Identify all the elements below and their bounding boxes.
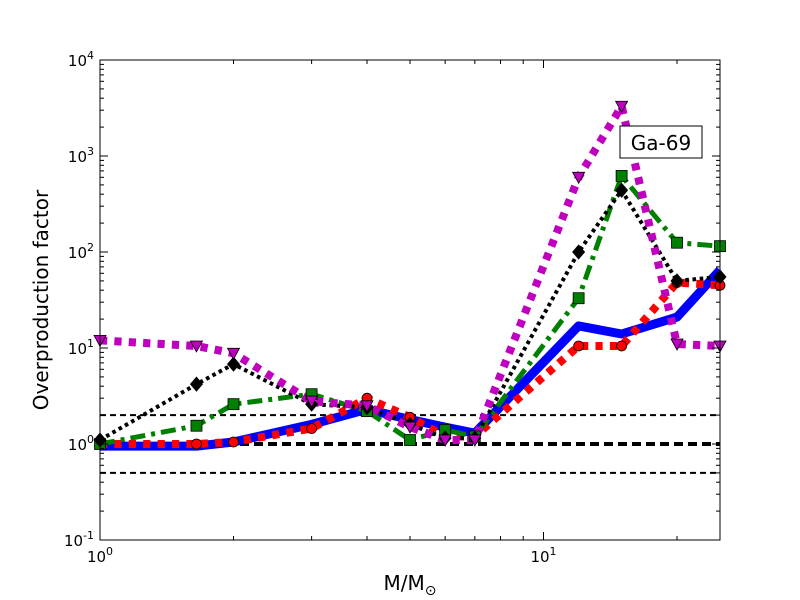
series-2-point-10 <box>671 236 683 249</box>
series-1-point-3 <box>306 423 318 434</box>
series-4-point-9 <box>614 100 629 114</box>
y-tick-label: 103 <box>68 145 94 166</box>
series-3-point-1 <box>189 376 203 392</box>
series-4-point-10 <box>670 338 684 351</box>
series-4-point-6 <box>438 434 452 447</box>
series-2-point-8 <box>572 292 585 305</box>
series-4-point-7 <box>468 434 482 447</box>
y-tick-label: 101 <box>68 337 94 358</box>
series-4-point-4 <box>360 400 374 413</box>
annotation-box: Ga-69 <box>619 125 703 159</box>
y-tick-label: 102 <box>68 241 94 262</box>
series-1-point-2 <box>228 436 239 448</box>
series-1-point-1 <box>191 438 202 450</box>
series-1-point-9 <box>616 340 628 352</box>
series-3-point-10 <box>670 273 684 289</box>
x-axis-title: M/M⊙ <box>384 571 437 599</box>
series-4-point-5 <box>403 421 417 434</box>
series-1-point-8 <box>573 340 585 352</box>
series-3-point-9 <box>615 182 629 198</box>
axis-ticks <box>99 59 720 541</box>
series-4-point-3 <box>304 395 319 408</box>
series-3-point-8 <box>572 244 586 260</box>
series-4-point-1 <box>189 340 204 353</box>
series-4-point-8 <box>571 171 586 185</box>
y-axis-title: Overproduction factor <box>29 189 53 410</box>
series-lines <box>100 102 720 451</box>
series-2-point-1 <box>190 419 203 432</box>
x-tick-label: 101 <box>530 545 556 566</box>
y-tick-label: 10-1 <box>64 529 94 550</box>
annotation-label: Ga-69 <box>631 131 691 155</box>
series-3-point-2 <box>226 356 241 372</box>
x-tick-label: 100 <box>87 545 113 566</box>
series-2-point-2 <box>227 398 240 411</box>
series-line-4 <box>100 102 720 444</box>
plot-area <box>100 60 720 540</box>
series-2-point-5 <box>404 434 416 446</box>
y-tick-label: 104 <box>68 49 94 70</box>
y-tick-label: 100 <box>68 433 94 454</box>
series-4-point-2 <box>226 347 241 361</box>
series-2-point-9 <box>615 170 628 182</box>
